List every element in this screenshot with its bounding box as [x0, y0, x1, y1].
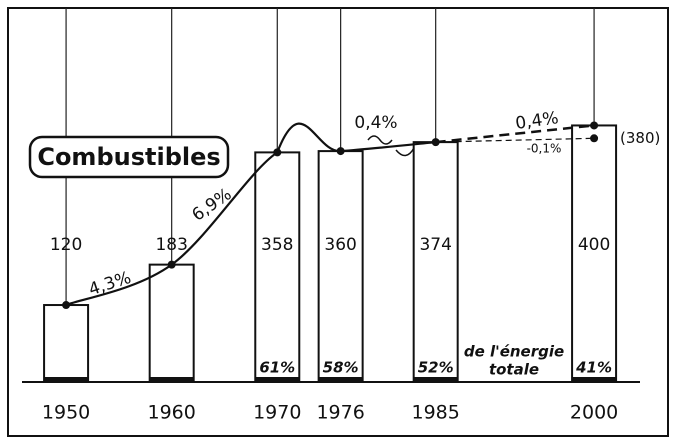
x-tick-label: 1970 [253, 402, 301, 424]
share-label: 58% [323, 359, 359, 377]
bars [43, 124, 618, 384]
value-label: 374 [419, 235, 451, 255]
value-label: 358 [261, 235, 293, 255]
bar [571, 124, 618, 383]
bar-foot [255, 377, 300, 382]
point [62, 301, 71, 310]
growth-label: 0,4% [354, 113, 397, 133]
bar [317, 150, 364, 383]
bar-foot [318, 377, 363, 382]
point [431, 138, 440, 147]
value-label: 183 [155, 235, 187, 255]
value-label: 400 [578, 235, 610, 255]
bar [148, 263, 195, 384]
share-label: 41% [575, 359, 612, 377]
x-tick-label: 1985 [412, 402, 460, 424]
alt-point [590, 134, 599, 143]
value-label: 360 [324, 235, 356, 255]
alt-label: (380) [620, 129, 660, 147]
chart-title: Combustibles [37, 143, 220, 171]
bar-foot [149, 377, 194, 382]
point [167, 260, 176, 269]
x-tick-label: 2000 [570, 402, 618, 424]
note: de l'énergie [464, 343, 564, 361]
x-tick-label: 1960 [148, 402, 196, 424]
wiggle [367, 135, 415, 157]
frame [7, 7, 669, 437]
x-tick-label: 1950 [42, 402, 90, 424]
note: totale [489, 361, 539, 379]
share-label: 52% [418, 359, 454, 377]
share-label: 61% [259, 359, 295, 377]
alt-projection-line [435, 137, 595, 143]
growth-label: 4,3% [86, 268, 133, 300]
bar-foot [572, 377, 617, 382]
x-tick-label: 1976 [316, 402, 364, 424]
title-box [28, 135, 230, 179]
growth-label: -0,1% [527, 142, 562, 156]
point [590, 121, 599, 130]
bar [43, 304, 90, 383]
bar-foot [44, 377, 89, 382]
point [273, 148, 282, 157]
point [336, 147, 345, 156]
value-label: 120 [50, 235, 82, 255]
bar-foot [413, 377, 458, 382]
lines [62, 121, 599, 310]
growth-label: 6,9% [189, 184, 236, 225]
bar [254, 151, 301, 383]
projection-line [435, 124, 595, 144]
bar [412, 141, 459, 383]
